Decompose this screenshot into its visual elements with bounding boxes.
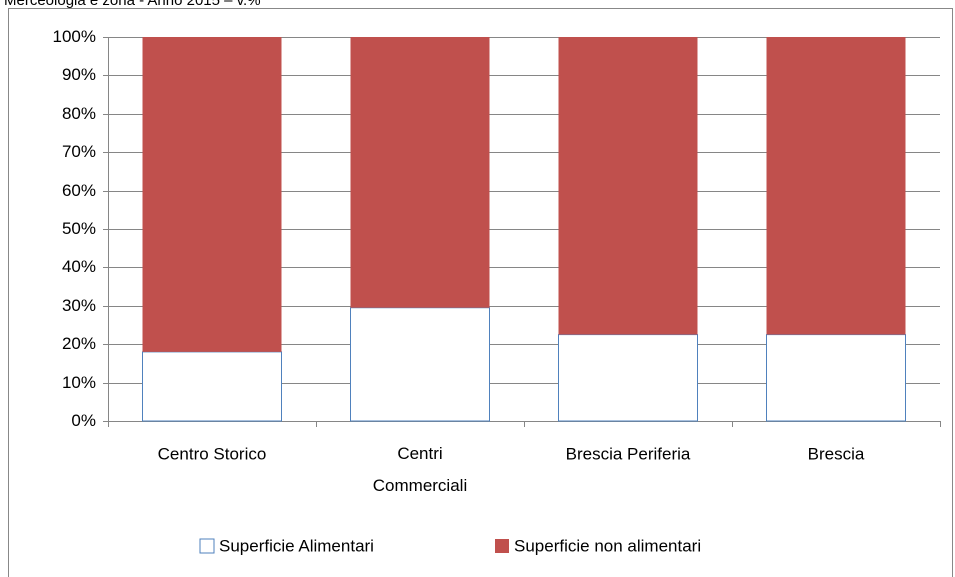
x-tick-label: Brescia Periferia: [566, 444, 691, 463]
y-tick-label: 20%: [62, 334, 96, 353]
bar-segment: [350, 307, 490, 422]
bar-segment: [142, 37, 282, 352]
y-tick-label: 70%: [62, 142, 96, 161]
y-tick-label: 100%: [53, 27, 96, 46]
y-tick-label: 90%: [62, 65, 96, 84]
y-tick-label: 60%: [62, 181, 96, 200]
x-tick-label: Centro Storico: [158, 444, 267, 463]
legend-swatch: [495, 539, 509, 553]
chart-title: Merceologia e zona - Anno 2015 – v.%: [4, 0, 261, 9]
bar-segment: [558, 334, 698, 422]
bar-segment: [350, 37, 490, 308]
y-tick-label: 80%: [62, 104, 96, 123]
bar-segment: [766, 37, 906, 335]
bar-segment: [142, 351, 282, 422]
bar-segment: [558, 37, 698, 335]
legend-label: Superficie non alimentari: [514, 536, 701, 555]
x-tick-label: Centri Commerciali: [373, 444, 467, 495]
legend-label: Superficie Alimentari: [219, 536, 374, 555]
y-tick-label: 40%: [62, 257, 96, 276]
x-tick-label: Brescia: [808, 444, 865, 463]
y-tick-label: 10%: [62, 373, 96, 392]
y-tick-label: 30%: [62, 296, 96, 315]
bar-segment: [766, 334, 906, 422]
legend-swatch: [199, 538, 215, 554]
y-tick-label: 50%: [62, 219, 96, 238]
y-tick-label: 0%: [71, 411, 96, 430]
